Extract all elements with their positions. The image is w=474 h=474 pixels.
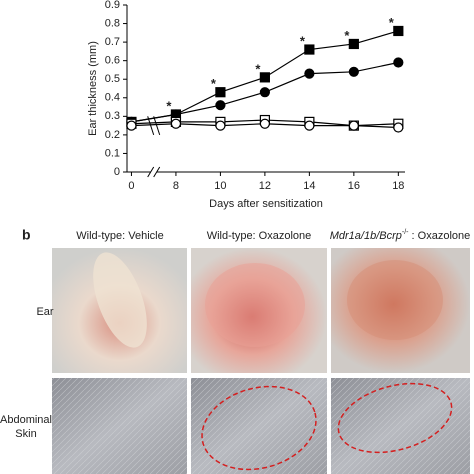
y-tick-label: 0.7 — [105, 36, 120, 48]
marker — [348, 38, 359, 50]
lesion-outline — [337, 382, 453, 454]
y-tick-label: 0 — [114, 166, 120, 178]
y-axis-title: Ear thickness (mm) — [87, 41, 99, 136]
chart: 0 0.1 0.2 0.3 0.4 0.5 0.6 0.7 0.8 0.9 0 8 10 12 14 16 18… — [87, 0, 405, 210]
y-tick-label: 0.2 — [105, 129, 120, 141]
marker — [259, 118, 270, 129]
y-tick-label: 0.3 — [105, 110, 120, 122]
marker — [170, 118, 182, 129]
x-axis-title: Days after sensitization — [209, 198, 323, 210]
y-tick-label: 0.1 — [105, 147, 120, 159]
significance-mark: * — [211, 76, 217, 91]
x-tick-label: 8 — [173, 180, 179, 192]
marker — [259, 72, 270, 83]
x-tick-label: 10 — [214, 180, 226, 192]
lesion-outline — [201, 385, 317, 471]
y-tick-label: 0.8 — [105, 17, 120, 29]
column-header-rest: : Oxazolone — [409, 230, 471, 242]
x-tick-label: 14 — [303, 180, 315, 192]
photo-texture — [191, 378, 327, 474]
significance-mark: * — [389, 15, 395, 30]
axis-break — [147, 166, 155, 178]
marker — [393, 57, 404, 68]
column-header: Mdr1a/1b/Bcrp-/- : Oxazolone — [330, 229, 471, 242]
row-label: Skin — [15, 428, 36, 440]
photo-texture — [52, 378, 187, 474]
x-tick-label: 18 — [392, 180, 404, 192]
ear-shape — [93, 252, 147, 348]
significance-mark: * — [166, 98, 172, 113]
significance-mark: * — [255, 61, 261, 76]
panel-label: b — [22, 227, 31, 243]
x-tick-label: 16 — [348, 180, 360, 192]
y-tick-label: 0.9 — [105, 0, 120, 11]
marker — [393, 122, 404, 133]
ear-shape — [205, 263, 305, 347]
column-header-sup: -/- — [402, 229, 409, 236]
axis-break — [153, 166, 161, 178]
marker — [304, 68, 315, 79]
marker — [348, 66, 359, 77]
marker — [304, 120, 315, 131]
significance-mark: * — [344, 28, 350, 43]
row-label: Abdominal — [0, 414, 52, 426]
marker — [259, 87, 270, 98]
x-tick-label: 12 — [259, 180, 271, 192]
y-tick-label: 0.5 — [105, 73, 120, 85]
y-tick-label: 0.4 — [105, 92, 120, 104]
marker — [215, 100, 226, 111]
marker — [348, 120, 359, 131]
marker — [215, 87, 226, 98]
marker — [126, 120, 137, 131]
significance-mark: * — [300, 34, 306, 49]
row-label: Ear — [36, 306, 53, 318]
y-tick-label: 0.6 — [105, 55, 120, 67]
marker — [393, 25, 404, 37]
column-header: Wild-type: Vehicle — [76, 230, 163, 242]
ear-shape — [347, 260, 443, 340]
marker — [304, 44, 315, 55]
column-header: Wild-type: Oxazolone — [207, 230, 312, 242]
photo-texture — [331, 378, 470, 474]
x-tick-label: 0 — [128, 180, 134, 192]
marker — [215, 120, 226, 131]
column-header-gene: Mdr1a/1b/Bcrp — [330, 230, 402, 242]
axis-break — [153, 116, 161, 136]
photos — [52, 248, 470, 474]
